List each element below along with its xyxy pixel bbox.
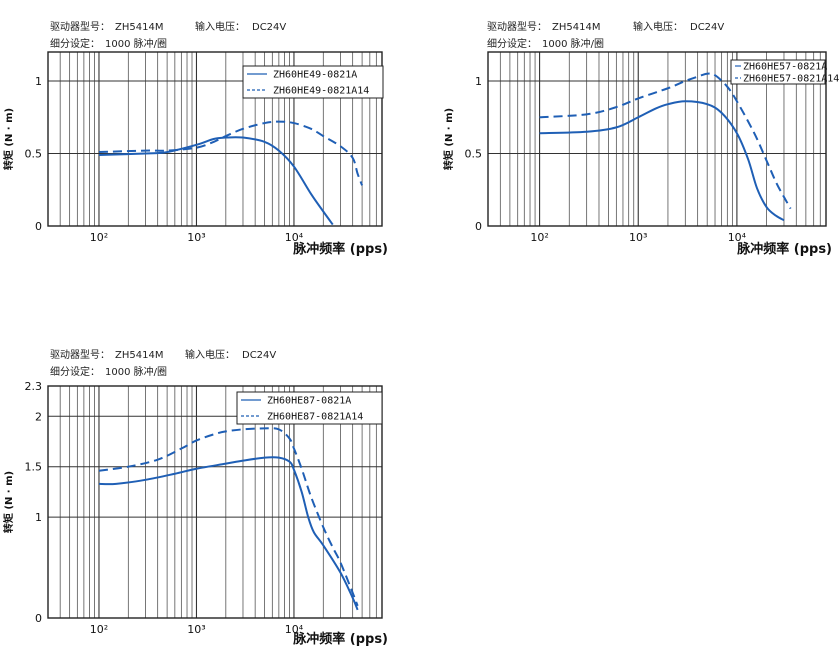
legend-entry-label: ZH60HE49-0821A [273, 70, 357, 81]
chart-1-driver-label: 驱动器型号： [50, 20, 110, 33]
y-tick-label: 1 [475, 75, 482, 88]
chart-1-driver-value: ZH5414M [115, 22, 163, 33]
x-tick-label: 10² [90, 623, 108, 636]
plot-frame [47, 385, 383, 619]
series-line-dashed [539, 72, 792, 210]
legend-entry-label: ZH60HE49-0821A14 [273, 86, 369, 97]
y-tick-label: 1 [35, 75, 42, 88]
x-axis-label: 脉冲频率 (pps) [292, 631, 388, 647]
legend-entry-label: ZH60HE57-0821A14 [743, 74, 839, 85]
x-axis-label: 脉冲频率 (pps) [292, 241, 388, 257]
chart-3-voltage-value: DC24V [242, 350, 276, 361]
series-line-solid [539, 100, 785, 222]
y-tick-label: 0 [35, 612, 42, 625]
legend-box [236, 391, 383, 425]
chart-1-subdiv-value: 1000 脉冲/圈 [105, 37, 167, 50]
y-tick-label: 2.3 [25, 380, 43, 393]
series-line-solid [98, 136, 334, 226]
chart-1-header: 驱动器型号： ZH5414M 输入电压： DC24V 细分设定： 1000 脉冲… [50, 20, 286, 50]
chart-3-voltage-label: 输入电压： [185, 348, 235, 361]
y-tick-label: 1.5 [25, 461, 43, 474]
chart-1-voltage-value: DC24V [252, 22, 286, 33]
chart-2-driver-value: ZH5414M [552, 22, 600, 33]
chart-2-subdiv-label: 细分设定： [487, 37, 537, 50]
chart-2-subdiv-value: 1000 脉冲/圈 [542, 37, 604, 50]
chart-2-driver-label: 驱动器型号： [487, 20, 547, 33]
y-tick-label: 0 [35, 220, 42, 233]
x-tick-label: 10⁴ [285, 623, 304, 636]
y-tick-label: 1 [35, 511, 42, 524]
chart-2-voltage-value: DC24V [690, 22, 724, 33]
series-line-dashed [98, 427, 359, 607]
y-axis-label: 转矩 (N · m) [2, 471, 15, 533]
y-tick-label: 0.5 [25, 148, 43, 161]
legend-box [730, 59, 826, 85]
chart-2-voltage-label: 输入电压： [633, 20, 683, 33]
series-line-dashed [98, 120, 364, 186]
legend: ZH60HE87-0821A ZH60HE87-0821A14 [236, 391, 383, 425]
plot-frame [487, 51, 827, 227]
chart-3-subdiv-value: 1000 脉冲/圈 [105, 365, 167, 378]
y-axis-label: 转矩 (N · m) [2, 108, 15, 170]
chart-3-subdiv-label: 细分设定： [50, 365, 100, 378]
series-line-solid [98, 456, 359, 611]
grid [47, 52, 383, 227]
legend-entry-label: ZH60HE57-0821A [743, 62, 827, 73]
chart-3-driver-label: 驱动器型号： [50, 348, 110, 361]
x-tick-label: 10² [90, 231, 108, 244]
x-tick-label: 10³ [629, 231, 647, 244]
x-tick-label: 10² [530, 231, 548, 244]
x-tick-label: 10⁴ [728, 231, 747, 244]
x-tick-label: 10³ [187, 623, 205, 636]
y-tick-label: 0 [475, 220, 482, 233]
y-tick-label: 2 [35, 410, 42, 423]
x-tick-label: 10³ [187, 231, 205, 244]
x-axis-label: 脉冲频率 (pps) [736, 241, 832, 257]
y-axis-label: 转矩 (N · m) [442, 108, 455, 170]
chart-2-header: 驱动器型号： ZH5414M 输入电压： DC24V 细分设定： 1000 脉冲… [487, 20, 724, 50]
x-tick-label: 10⁴ [285, 231, 304, 244]
y-tick-label: 0.5 [465, 148, 483, 161]
legend-entry-label: ZH60HE87-0821A14 [267, 412, 363, 423]
chart-1-subdiv-label: 细分设定： [50, 37, 100, 50]
legend-entry-label: ZH60HE87-0821A [267, 396, 351, 407]
chart-3-header: 驱动器型号： ZH5414M 输入电压： DC24V 细分设定： 1000 脉冲… [50, 348, 276, 378]
legend-box [242, 65, 384, 99]
legend: ZH60HE49-0821A ZH60HE49-0821A14 [242, 65, 384, 99]
plot-frame [47, 51, 383, 227]
chart-3-driver-value: ZH5414M [115, 350, 163, 361]
chart-1-voltage-label: 输入电压： [195, 20, 245, 33]
